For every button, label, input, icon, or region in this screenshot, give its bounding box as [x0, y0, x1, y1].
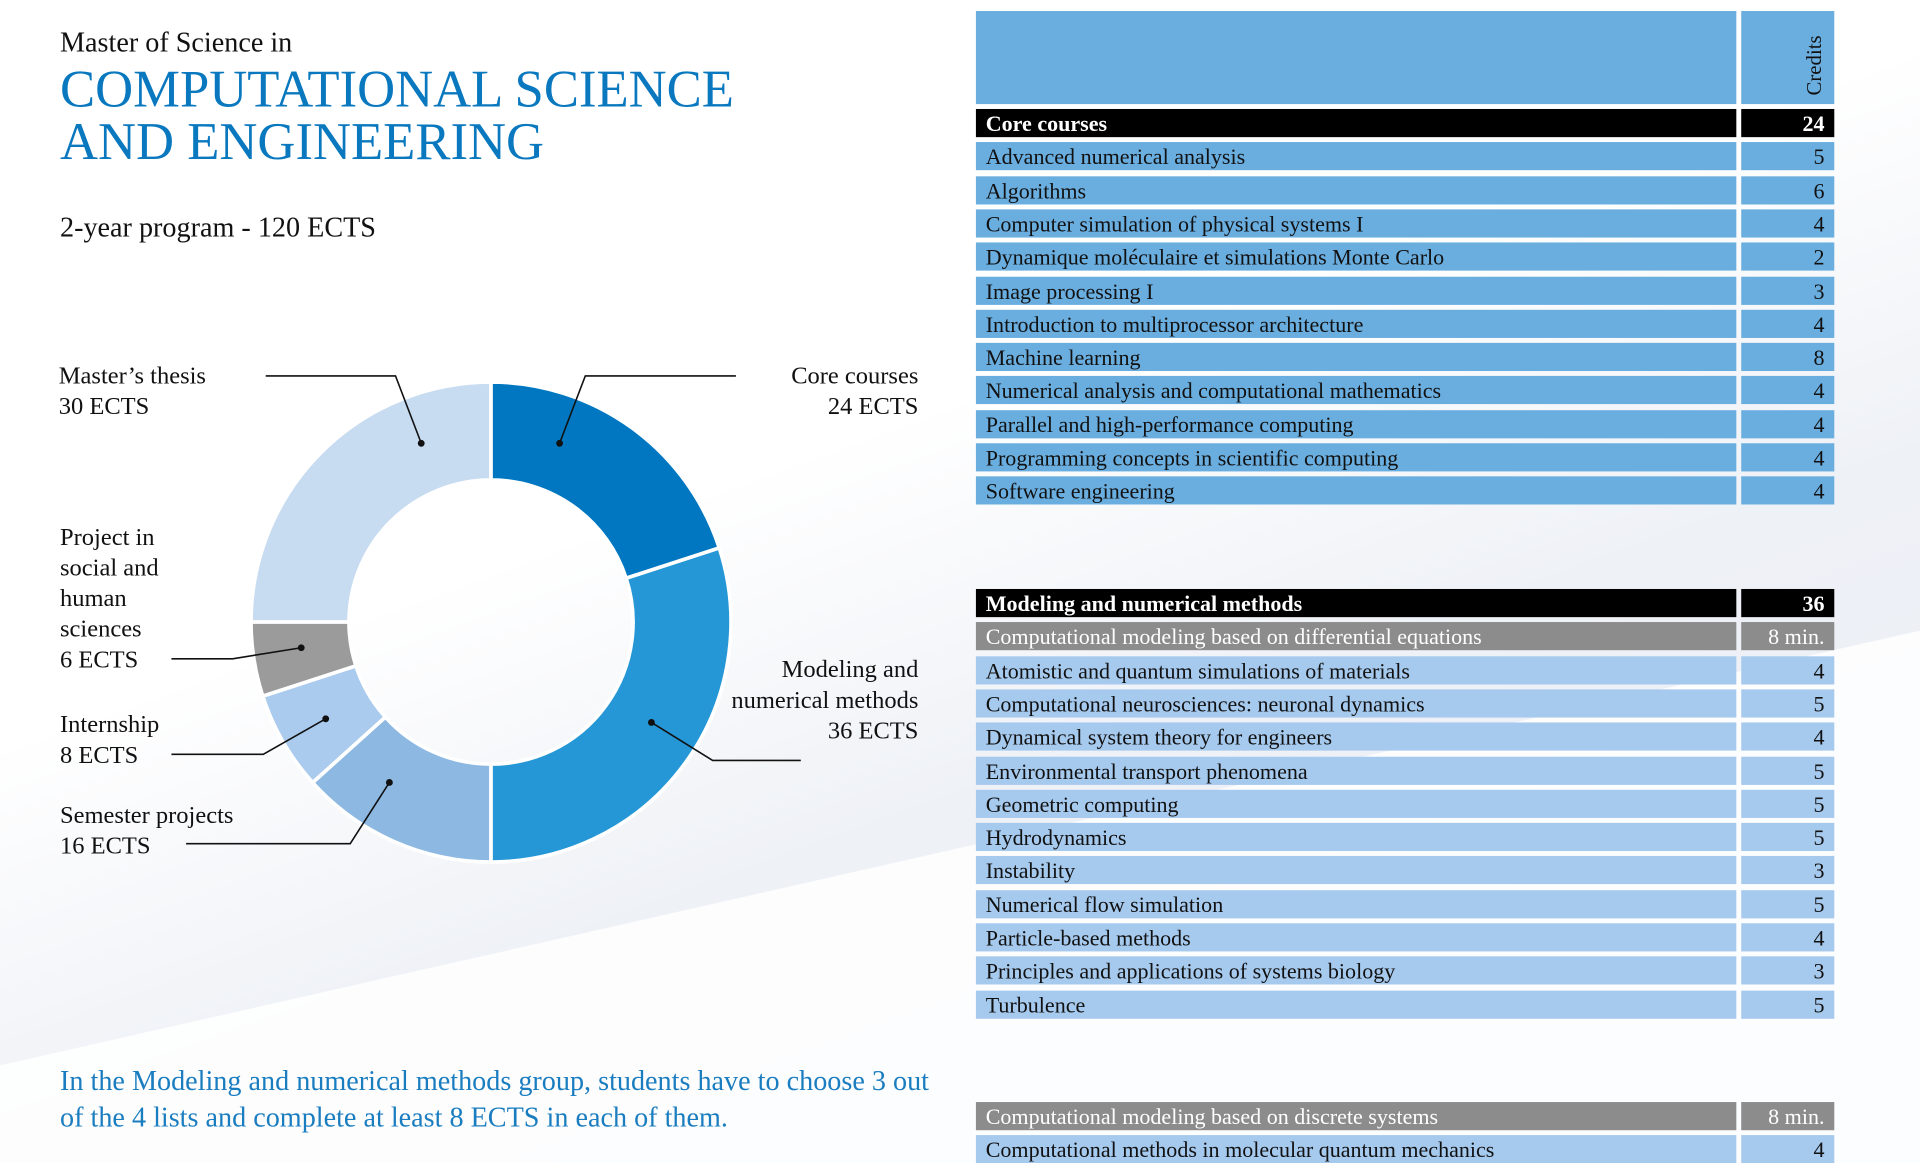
leader-dot	[417, 439, 425, 447]
course-credits: 4	[1741, 655, 1835, 684]
course-credits: 2	[1741, 242, 1835, 271]
course-name: Computational methods in molecular quant…	[975, 1135, 1737, 1163]
subgroup-credits: 8 min.	[1741, 622, 1835, 651]
donut-segment	[489, 380, 722, 581]
donut-segment	[310, 714, 493, 864]
subgroup-credits: 8 min.	[1741, 1102, 1835, 1131]
segment-name: Core courses	[791, 362, 919, 390]
course-name: Machine learning	[975, 342, 1737, 372]
course-credits: 5	[1741, 142, 1835, 171]
segment-name: Master’s thesis	[58, 362, 206, 390]
segment-label: Core courses 24 ECTS	[735, 361, 919, 422]
subgroup-title: Computational modeling based on differen…	[975, 622, 1737, 651]
leader-dot	[385, 779, 393, 786]
segment-name: Project in social and human sciences	[60, 524, 159, 643]
course-credits: 5	[1741, 689, 1835, 718]
course-name: Image processing I	[975, 276, 1737, 305]
course-credits: 5	[1741, 990, 1835, 1019]
segment-value: 30 ECTS	[58, 393, 150, 421]
course-credits: 4	[1741, 923, 1835, 952]
segment-name: Modeling and numerical methods	[731, 656, 919, 714]
group-title: Modeling and numerical methods	[975, 588, 1737, 618]
course-name: Parallel and high-performance computing	[975, 409, 1737, 438]
title: AND ENGINEERING	[60, 113, 545, 172]
table-header	[975, 11, 1737, 105]
course-credits: 4	[1741, 476, 1835, 505]
leader-dot	[297, 644, 305, 652]
course-credits: 3	[1741, 856, 1835, 885]
donut-segment	[249, 380, 493, 624]
leader-lines	[171, 375, 801, 845]
course-name: Instability	[975, 856, 1737, 885]
subtitle: Master of Science in	[60, 26, 293, 58]
course-name: Software engineering	[975, 476, 1737, 505]
segment-label: Internship 8 ECTS	[60, 710, 256, 771]
course-name: Programming concepts in scientific compu…	[975, 443, 1737, 472]
segment-value: 8 ECTS	[60, 742, 139, 769]
course-credits: 4	[1741, 443, 1835, 472]
course-name: Numerical analysis and computational mat…	[975, 376, 1737, 405]
segment-label: Project in social and human sciences 6 EC…	[60, 523, 201, 676]
credits-header: Credits	[1802, 35, 1826, 96]
donut-chart	[171, 375, 801, 864]
course-credits: 4	[1741, 409, 1835, 438]
segment-value: 24 ECTS	[827, 393, 919, 421]
course-credits: 5	[1741, 789, 1835, 818]
course-name: Particle-based methods	[975, 923, 1737, 952]
segment-value: 16 ECTS	[60, 832, 151, 860]
course-credits: 4	[1741, 376, 1835, 405]
course-name: Principles and applications of systems b…	[975, 956, 1737, 985]
course-name: Atomistic and quantum simulations of mat…	[975, 655, 1737, 684]
donut-segment	[260, 663, 389, 786]
group-credits: 24	[1741, 108, 1835, 138]
course-credits: 4	[1741, 309, 1835, 338]
course-credits: 3	[1741, 956, 1835, 985]
note: In the Modeling and numerical methods gr…	[60, 1065, 929, 1133]
segment-value: 6 ECTS	[60, 646, 139, 674]
leader-dot	[556, 439, 564, 447]
segment-label: Semester projects 16 ECTS	[60, 801, 329, 862]
course-name: Computer simulation of physical systems …	[975, 209, 1737, 238]
segment-name: Semester projects	[60, 802, 234, 829]
donut-segment	[489, 545, 733, 864]
course-credits: 5	[1741, 822, 1835, 852]
leader-dot	[322, 715, 330, 723]
program: 2-year program - 120 ECTS	[60, 211, 376, 243]
course-credits: 5	[1741, 889, 1835, 918]
course-credits: 6	[1741, 175, 1835, 204]
table-header	[1741, 11, 1835, 105]
segment-value: 36 ECTS	[827, 717, 919, 745]
course-name: Computational neurosciences: neuronal dy…	[975, 689, 1737, 718]
course-name: Geometric computing	[975, 789, 1737, 818]
course-credits: 4	[1741, 209, 1835, 238]
title: COMPUTATIONAL SCIENCE	[60, 61, 734, 119]
course-name: Hydrodynamics	[975, 822, 1737, 852]
segment-label: Modeling and numerical methods 36 ECTS	[722, 655, 918, 747]
course-name: Numerical flow simulation	[975, 889, 1737, 918]
group-title: Core courses	[975, 108, 1737, 138]
course-name: Turbulence	[975, 990, 1737, 1019]
course-credits: 5	[1741, 756, 1835, 785]
course-name: Environmental transport phenomena	[975, 756, 1737, 785]
course-credits: 4	[1741, 1135, 1835, 1163]
group-credits: 36	[1741, 588, 1835, 618]
subgroup-title: Computational modeling based on discrete…	[975, 1102, 1737, 1131]
donut-segment	[249, 620, 359, 699]
segment-label: Master’s thesis 30 ECTS	[59, 361, 279, 422]
course-name: Dynamique moléculaire et simulations Mon…	[975, 242, 1737, 271]
course-name: Algorithms	[975, 175, 1737, 204]
course-credits: 4	[1741, 722, 1835, 751]
course-credits: 3	[1741, 276, 1835, 305]
leader-dot	[648, 719, 655, 726]
course-name: Advanced numerical analysis	[975, 142, 1737, 171]
segment-name: Internship	[60, 711, 160, 739]
course-name: Introduction to multiprocessor architect…	[975, 309, 1737, 338]
course-name: Dynamical system theory for engineers	[975, 722, 1737, 751]
course-credits: 8	[1741, 342, 1835, 372]
